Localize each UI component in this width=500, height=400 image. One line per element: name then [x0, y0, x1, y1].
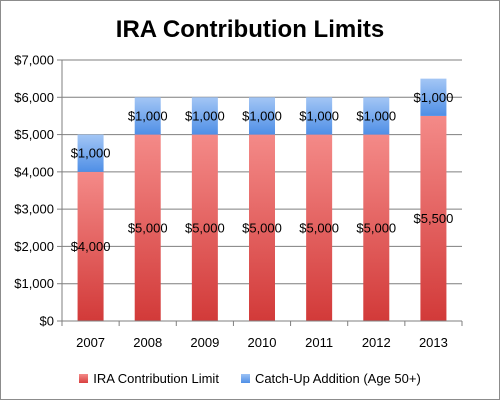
data-label-ira-2009: $5,000	[185, 220, 225, 235]
bar-ira-2008	[134, 134, 161, 321]
bar-catch-up-2007	[77, 134, 104, 172]
data-label-ira-2008: $5,000	[128, 220, 168, 235]
x-tick-label-2010: 2010	[248, 335, 277, 350]
y-tick-label: $1,000	[14, 276, 54, 291]
y-tick-label: $3,000	[14, 202, 54, 217]
y-tick-label: $2,000	[14, 239, 54, 254]
data-label-ira-2010: $5,000	[242, 220, 282, 235]
data-label-ira-2013: $5,500	[414, 211, 454, 226]
data-label-catch-up-2008: $1,000	[128, 108, 168, 123]
data-label-catch-up-2012: $1,000	[356, 108, 396, 123]
legend-label-catch-up: Catch-Up Addition (Age 50+)	[254, 371, 421, 386]
y-tick-label: $4,000	[14, 164, 54, 179]
bar-ira-2012	[363, 134, 390, 321]
chart-title: IRA Contribution Limits	[115, 16, 385, 43]
x-tick-label-2011: 2011	[305, 335, 333, 350]
bar-catch-up-2009	[191, 97, 218, 135]
x-tick-label-2012: 2012	[362, 335, 391, 350]
bar-ira-2013	[420, 115, 447, 321]
data-label-catch-up-2011: $1,000	[299, 108, 339, 123]
data-label-ira-2007: $4,000	[71, 239, 111, 254]
data-label-ira-2012: $5,000	[356, 220, 396, 235]
legend-swatch-ira	[79, 374, 89, 383]
x-tick-label-2009: 2009	[190, 335, 219, 350]
x-tick-label-2013: 2013	[419, 335, 448, 350]
y-tick-label: $5,000	[14, 127, 54, 142]
y-tick-label: $7,000	[14, 53, 54, 68]
data-label-catch-up-2013: $1,000	[414, 90, 454, 105]
data-label-catch-up-2009: $1,000	[185, 108, 225, 123]
legend-item-ira: IRA Contribution Limit	[79, 371, 219, 386]
bar-catch-up-2012	[363, 97, 390, 135]
legend-label-ira: IRA Contribution Limit	[93, 371, 219, 386]
legend-swatch-catch-up	[240, 374, 250, 383]
bar-catch-up-2013	[420, 78, 447, 116]
bar-ira-2010	[249, 134, 275, 321]
x-tick-label-2007: 2007	[76, 335, 105, 350]
legend: IRA Contribution Limit Catch-Up Addition…	[0, 371, 500, 386]
y-tick-label: $6,000	[14, 90, 54, 105]
bar-ira-2007	[77, 171, 104, 321]
data-label-ira-2011: $5,000	[299, 220, 339, 235]
bar-ira-2009	[191, 134, 218, 321]
bar-ira-2011	[306, 134, 333, 321]
bar-catch-up-2008	[134, 97, 161, 135]
legend-item-catch-up: Catch-Up Addition (Age 50+)	[240, 371, 421, 386]
bar-catch-up-2011	[306, 97, 333, 135]
bar-catch-up-2010	[249, 97, 275, 135]
data-label-catch-up-2007: $1,000	[71, 146, 111, 161]
x-tick-label-2008: 2008	[133, 335, 162, 350]
data-label-catch-up-2010: $1,000	[242, 108, 282, 123]
y-tick-label: $0	[40, 314, 54, 329]
